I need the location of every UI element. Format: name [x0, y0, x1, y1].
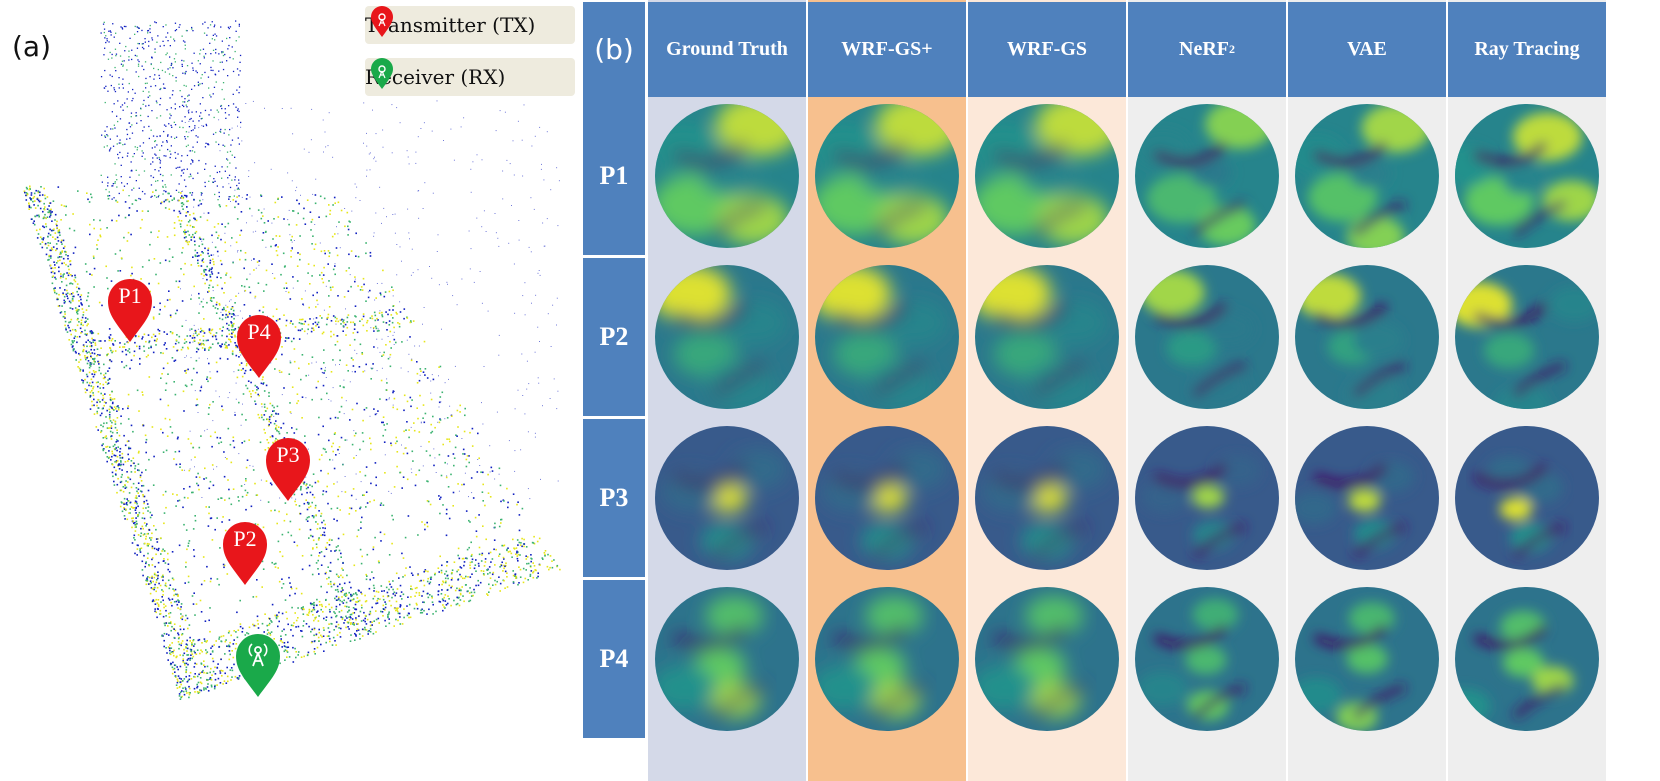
spatial-spectrum-disc — [1135, 587, 1279, 731]
legend-transmitter: Transmitter (TX) — [365, 6, 575, 44]
spatial-spectrum-disc — [975, 265, 1119, 409]
spatial-spectrum-disc — [1455, 587, 1599, 731]
spectrum-cell — [1128, 254, 1286, 420]
spectrum-cell — [1128, 415, 1286, 581]
row-header-p4: P4 — [583, 580, 645, 738]
spectrum-cell — [968, 576, 1126, 742]
spatial-spectrum-disc — [655, 104, 799, 248]
column-header-text: VAE — [1347, 38, 1387, 60]
spectrum-cell — [1288, 576, 1446, 742]
marker-p2-label: P2 — [233, 526, 256, 551]
receiver-pin-icon — [371, 58, 393, 89]
spatial-spectrum-disc — [1455, 265, 1599, 409]
spectrum-cell — [808, 254, 966, 420]
receiver-marker — [236, 634, 280, 697]
marker-p3: P3 — [266, 438, 310, 501]
spectrum-cell — [1128, 93, 1286, 259]
spatial-spectrum-disc — [975, 587, 1119, 731]
spatial-spectrum-disc — [655, 265, 799, 409]
spatial-spectrum-disc — [1295, 265, 1439, 409]
spectrum-cell — [1288, 93, 1446, 259]
spatial-spectrum-disc — [1455, 426, 1599, 570]
row-header-p2: P2 — [583, 258, 645, 416]
point-cloud-scene — [23, 20, 561, 700]
spatial-spectrum-disc — [1135, 104, 1279, 248]
spectrum-cell — [808, 415, 966, 581]
spatial-spectrum-disc — [1455, 104, 1599, 248]
marker-p4: P4 — [237, 315, 281, 378]
spatial-spectrum-disc — [1295, 426, 1439, 570]
spectrum-cell — [968, 93, 1126, 259]
panel-a: (a) Transmitter (TX) Receiver (RX) P1 P4… — [0, 0, 580, 781]
marker-p1: P1 — [108, 279, 152, 342]
spatial-spectrum-disc — [655, 587, 799, 731]
column-header-text: NeRF — [1179, 38, 1229, 60]
row-header-p1: P1 — [583, 97, 645, 255]
spectrum-cell — [968, 415, 1126, 581]
column-header: WRF-GS — [968, 2, 1126, 97]
spatial-spectrum-disc — [815, 426, 959, 570]
spectrum-cell — [1448, 576, 1606, 742]
spectrum-cell — [648, 576, 806, 742]
spatial-spectrum-disc — [975, 426, 1119, 570]
spectrum-cell — [808, 576, 966, 742]
column-header-text: Ground Truth — [666, 38, 788, 60]
spatial-spectrum-disc — [1135, 265, 1279, 409]
comparison-grid: (b) Ground Truth WRF-GS+ WRF-GS NeRF 2 VAE Ray… — [583, 0, 1660, 781]
column-header: WRF-GS+ — [808, 2, 966, 97]
spectrum-cell — [1128, 576, 1286, 742]
spatial-spectrum-disc — [1295, 104, 1439, 248]
spectrum-cell — [648, 254, 806, 420]
column-header: Ground Truth — [648, 2, 806, 97]
column-header: Ray Tracing — [1448, 2, 1606, 97]
panel-a-label: (a) — [12, 30, 52, 63]
antenna-icon — [248, 643, 268, 667]
column-header-text: WRF-GS — [1007, 38, 1087, 60]
column-header-text: Ray Tracing — [1474, 38, 1580, 60]
panel-b-label: (b) — [583, 2, 645, 97]
spectrum-cell — [1448, 415, 1606, 581]
spatial-spectrum-disc — [815, 104, 959, 248]
spatial-spectrum-disc — [815, 265, 959, 409]
column-header: NeRF 2 — [1128, 2, 1286, 97]
spectrum-cell — [1448, 93, 1606, 259]
marker-p2: P2 — [223, 522, 267, 585]
spatial-spectrum-disc — [975, 104, 1119, 248]
legend-receiver: Receiver (RX) — [365, 58, 575, 96]
spatial-spectrum-disc — [1295, 587, 1439, 731]
column-header-text: WRF-GS+ — [841, 38, 933, 60]
marker-p1-label: P1 — [118, 283, 141, 308]
spectrum-cell — [1288, 254, 1446, 420]
spectrum-cell — [1288, 415, 1446, 581]
marker-p4-label: P4 — [247, 319, 270, 344]
spatial-spectrum-disc — [1135, 426, 1279, 570]
spectrum-cell — [648, 415, 806, 581]
spectrum-cell — [968, 254, 1126, 420]
marker-layer: P1 P4 P3 P2 — [108, 279, 310, 697]
row-header-p3: P3 — [583, 419, 645, 577]
spectrum-cell — [1448, 254, 1606, 420]
column-header: VAE — [1288, 2, 1446, 97]
transmitter-pin-icon — [371, 6, 393, 37]
marker-p3-label: P3 — [276, 442, 299, 467]
column-header-superscript: 2 — [1228, 42, 1235, 56]
legend-transmitter-text: Transmitter (TX) — [365, 13, 536, 37]
spectrum-cell — [648, 93, 806, 259]
spatial-spectrum-disc — [655, 426, 799, 570]
spatial-spectrum-disc — [815, 587, 959, 731]
spectrum-cell — [808, 93, 966, 259]
